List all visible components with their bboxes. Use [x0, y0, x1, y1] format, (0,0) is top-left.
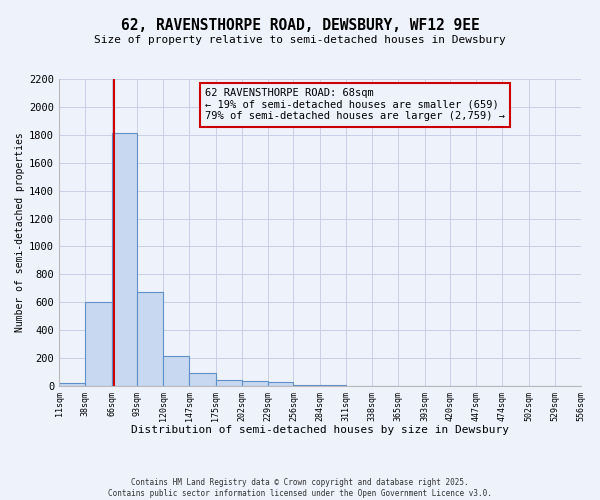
- Bar: [112, 134, 137, 386]
- Text: Size of property relative to semi-detached houses in Dewsbury: Size of property relative to semi-detach…: [94, 35, 506, 45]
- Bar: [189, 372, 216, 386]
- Bar: [163, 356, 189, 386]
- Text: 62 RAVENSTHORPE ROAD: 68sqm
← 19% of semi-detached houses are smaller (659)
79% : 62 RAVENSTHORPE ROAD: 68sqm ← 19% of sem…: [205, 88, 505, 122]
- Bar: [216, 380, 242, 386]
- Bar: [293, 385, 320, 386]
- Text: Contains HM Land Registry data © Crown copyright and database right 2025.
Contai: Contains HM Land Registry data © Crown c…: [108, 478, 492, 498]
- Bar: [59, 383, 85, 386]
- Text: 62, RAVENSTHORPE ROAD, DEWSBURY, WF12 9EE: 62, RAVENSTHORPE ROAD, DEWSBURY, WF12 9E…: [121, 18, 479, 32]
- Bar: [137, 292, 163, 386]
- X-axis label: Distribution of semi-detached houses by size in Dewsbury: Distribution of semi-detached houses by …: [131, 425, 509, 435]
- Y-axis label: Number of semi-detached properties: Number of semi-detached properties: [15, 132, 25, 332]
- Bar: [85, 302, 112, 386]
- Bar: [268, 382, 293, 386]
- Bar: [242, 381, 268, 386]
